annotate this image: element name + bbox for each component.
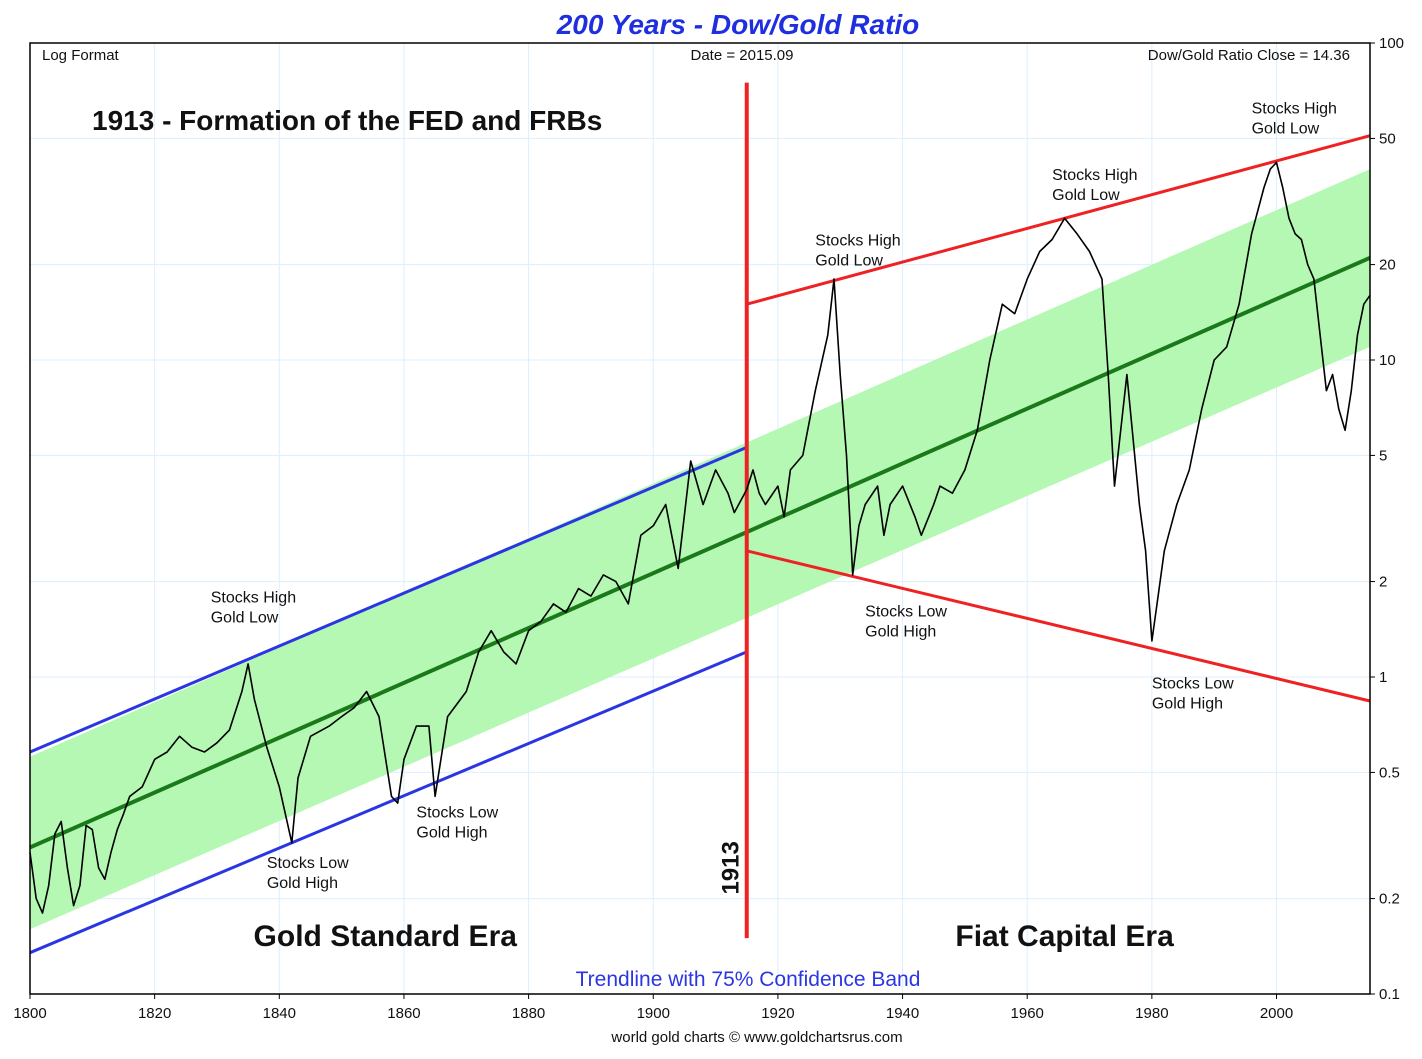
annotation-label: Stocks Low Gold High: [416, 805, 498, 842]
annotation-line: Stocks Low: [267, 855, 349, 872]
x-tick-label: 1860: [387, 1005, 420, 1022]
annotation-label: Stocks Low Gold High: [267, 855, 349, 892]
trendline-layer: [29, 256, 1371, 850]
x-tick-label: 1960: [1011, 1005, 1044, 1022]
annotation-line: Stocks Low: [865, 604, 947, 621]
x-tick-label: 1900: [637, 1005, 670, 1022]
fiat-capital-era-label: Fiat Capital Era: [955, 920, 1174, 953]
series-layer: [29, 161, 1371, 914]
x-tick-label: 1840: [263, 1005, 296, 1022]
source-credit: world gold charts © www.goldchartsrus.co…: [610, 1029, 902, 1046]
plot-frame: [29, 42, 1371, 995]
marker-layer: 1913: [718, 82, 749, 939]
annotation-line: Gold High: [865, 624, 936, 641]
channel-lines: [29, 134, 1371, 955]
annotation-line: Gold High: [416, 825, 487, 842]
annotation-line: Stocks Low: [1152, 675, 1234, 692]
marker-label-1913: 1913: [718, 841, 745, 894]
confidence-band: [30, 169, 1370, 930]
channel-line: [746, 134, 1371, 306]
axis-layer: 1800 1820 1840 1860 1880 1900 1920 1940 1960 1980…: [13, 35, 1404, 1022]
y-tick-label: 0.5: [1379, 764, 1400, 781]
confidence-band-caption: Trendline with 75% Confidence Band: [576, 968, 921, 991]
y-tick-label: 10: [1379, 352, 1396, 369]
y-tick-label: 0.2: [1379, 891, 1400, 908]
gold-standard-era-label: Gold Standard Era: [254, 920, 518, 953]
annotation-line: Stocks High: [1252, 100, 1337, 117]
y-tick-label: 1: [1379, 669, 1387, 686]
ratio-series-line: [29, 161, 1371, 914]
channel-line: [29, 446, 748, 754]
annotation-label: Stocks Low Gold High: [1152, 675, 1234, 712]
header-scale-label: Log Format: [42, 47, 120, 64]
annotation-line: Gold Low: [1252, 120, 1320, 137]
fed-formation-heading: 1913 - Formation of the FED and FRBs: [92, 105, 602, 136]
y-tick-label: 100: [1379, 35, 1404, 52]
annotation-line: Stocks High: [211, 589, 296, 606]
grid-lines: [29, 42, 1370, 995]
y-tick-label: 50: [1379, 130, 1396, 147]
channel-line: [746, 549, 1371, 703]
annotation-line: Gold Low: [211, 609, 279, 626]
header-close-value: Dow/Gold Ratio Close = 14.36: [1148, 47, 1350, 64]
x-tick-label: 1980: [1135, 1005, 1168, 1022]
confidence-band-area: [30, 169, 1370, 930]
x-tick-label: 1940: [886, 1005, 919, 1022]
annotation-line: Gold Low: [1052, 187, 1120, 204]
annotation-line: Gold Low: [815, 252, 883, 269]
annotation-line: Stocks Low: [416, 805, 498, 822]
annotation-line: Gold High: [1152, 695, 1223, 712]
header-date-label: Date = 2015.09: [690, 47, 793, 64]
annotation-label: Stocks High Gold Low: [1252, 100, 1337, 137]
x-tick-label: 1800: [13, 1005, 46, 1022]
annotation-line: Stocks High: [815, 232, 900, 249]
x-tick-label: 1920: [761, 1005, 794, 1022]
x-tick-label: 1820: [138, 1005, 171, 1022]
channel-line: [29, 650, 748, 955]
annotation-line: Gold High: [267, 875, 338, 892]
y-tick-label: 0.1: [1379, 986, 1400, 1003]
trendline: [29, 256, 1371, 850]
y-tick-label: 20: [1379, 257, 1396, 274]
y-tick-label: 2: [1379, 574, 1387, 591]
y-tick-label: 5: [1379, 447, 1387, 464]
x-tick-label: 2000: [1260, 1005, 1293, 1022]
annotation-line: Stocks High: [1052, 167, 1137, 184]
annotation-label: Stocks High Gold Low: [1052, 167, 1137, 204]
x-tick-label: 1880: [512, 1005, 545, 1022]
annotation-label: Stocks High Gold Low: [211, 589, 296, 626]
annotation-label: Stocks Low Gold High: [865, 604, 947, 641]
annotation-label: Stocks High Gold Low: [815, 232, 900, 269]
chart-title: 200 Years - Dow/Gold Ratio: [556, 9, 920, 40]
